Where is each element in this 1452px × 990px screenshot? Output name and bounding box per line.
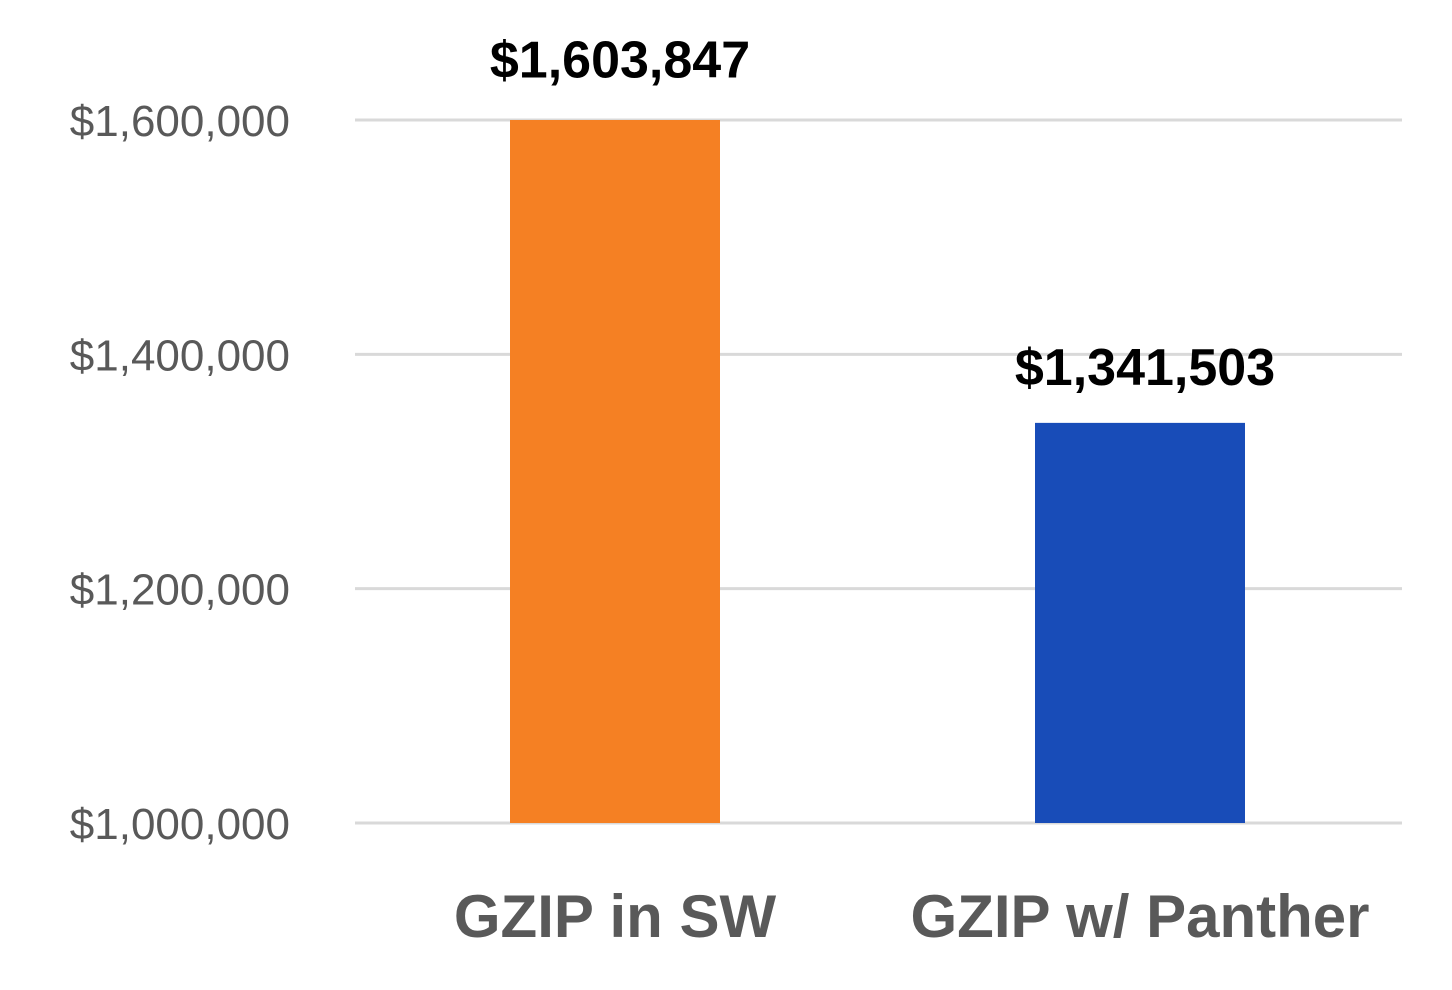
data-label: $1,603,847 bbox=[490, 31, 750, 89]
category-label: GZIP in SW bbox=[454, 883, 777, 950]
bar-1 bbox=[510, 120, 720, 823]
category-label: GZIP w/ Panther bbox=[911, 883, 1370, 950]
y-tick-label: $1,000,000 bbox=[70, 800, 290, 849]
y-tick-label: $1,600,000 bbox=[70, 97, 290, 146]
y-tick-label: $1,200,000 bbox=[70, 566, 290, 615]
y-tick-label: $1,400,000 bbox=[70, 331, 290, 380]
y-axis-tick-labels: $1,000,000 $1,200,000 $1,400,000 $1,600,000 bbox=[70, 97, 290, 849]
data-label: $1,341,503 bbox=[1015, 339, 1275, 397]
bars bbox=[510, 120, 1245, 823]
data-labels: $1,603,847 $1,341,503 bbox=[490, 31, 1275, 396]
bar-2 bbox=[1035, 422, 1245, 823]
x-axis-category-labels: GZIP in SW GZIP w/ Panther bbox=[454, 883, 1370, 950]
